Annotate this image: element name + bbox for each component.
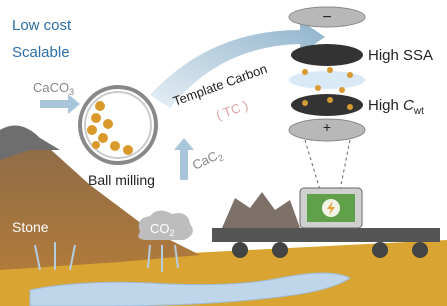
high-cwt-base: High — [368, 97, 403, 114]
header-line: Low cost — [12, 17, 72, 34]
stone-label: Stone — [12, 219, 49, 235]
ball-milling-label: Ball milling — [88, 172, 155, 188]
cart-bed — [212, 228, 440, 242]
high-cwt-sub: wt — [413, 106, 424, 117]
plus-sign: + — [323, 119, 331, 135]
caco3-label: CaCO3 — [33, 80, 74, 97]
caco3-base: CaCO — [33, 80, 69, 95]
minus-sign: − — [322, 9, 331, 26]
ball-mill — [80, 87, 156, 163]
header-line: Scalable — [12, 44, 70, 61]
high-cwt-italic: C — [403, 97, 414, 114]
high-ssa: High SSA — [368, 47, 433, 64]
caco3-sub: 3 — [69, 87, 74, 97]
co2-sub: 2 — [170, 228, 175, 238]
co2-base: CO — [150, 221, 170, 236]
separator — [289, 71, 365, 89]
illustration: − + High SSA High Cwt Low cost Scalable … — [0, 0, 447, 306]
carbon-layer-top — [291, 44, 363, 66]
